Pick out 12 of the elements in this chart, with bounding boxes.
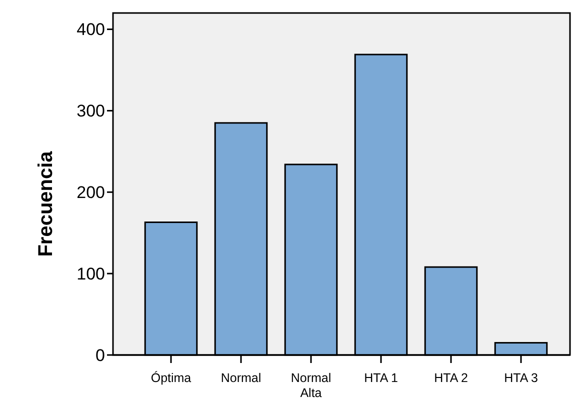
- y-tick-label: 300: [76, 102, 105, 121]
- y-tick-label: 400: [76, 20, 105, 40]
- y-tick-label: 0: [96, 346, 105, 365]
- y-tick-label: 200: [76, 183, 105, 202]
- x-tick-label: Normal Alta: [290, 371, 332, 400]
- y-tick-label: 100: [76, 264, 105, 284]
- x-tick-label: HTA 3: [504, 371, 538, 385]
- x-tick-label: HTA 1: [364, 371, 398, 385]
- x-tick-label: Normal: [220, 371, 262, 385]
- x-tick-label: HTA 2: [434, 371, 468, 385]
- x-tick-label: Óptima: [150, 371, 192, 385]
- y-axis-title: Frecuencia: [35, 150, 57, 257]
